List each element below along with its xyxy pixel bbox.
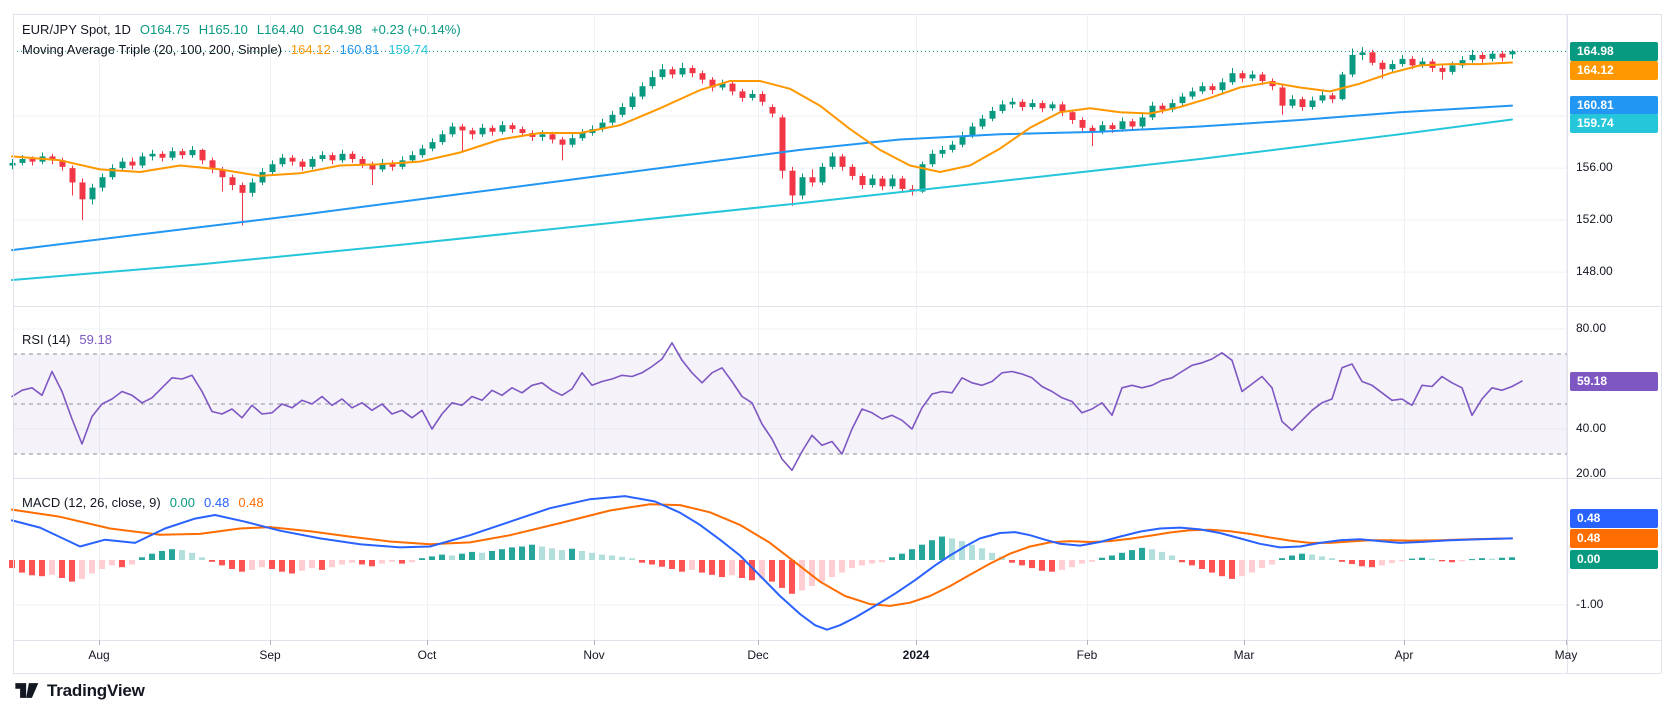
tradingview-logo-icon	[15, 683, 39, 698]
ma20-line[interactable]	[11, 61, 1513, 177]
price-axis-label: -1.00	[1576, 597, 1604, 611]
price-axis-label: 80.00	[1576, 321, 1607, 335]
ma20-value: 164.12	[290, 42, 331, 57]
price-axis-label: 152.00	[1576, 212, 1613, 226]
ohlc-open: O164.75	[139, 22, 190, 37]
price-tag-0.00: 0.00	[1570, 549, 1658, 569]
macd-legend-title: MACD (12, 26, close, 9)	[22, 495, 161, 510]
time-axis-ticks	[99, 640, 1567, 645]
price-axis-label: 156.00	[1576, 160, 1613, 174]
macd-histogram[interactable]	[9, 536, 1515, 594]
symbol-title: EUR/JPY Spot, 1D	[22, 22, 131, 37]
ohlc-low: L164.40	[256, 22, 304, 37]
rsi-dashed-levels	[13, 353, 1567, 455]
macd-lines	[11, 495, 1513, 631]
price-tag-164.12: 164.12	[1570, 60, 1658, 80]
rsi-line[interactable]	[11, 342, 1523, 472]
panel-borders	[13, 14, 1662, 674]
price-change: +0.23 (+0.14%)	[371, 22, 461, 37]
month-label-Apr: Apr	[1394, 648, 1414, 662]
month-label-Aug: Aug	[88, 648, 110, 662]
month-label-Sep: Sep	[259, 648, 281, 662]
vertical-gridlines	[99, 14, 1567, 640]
price-tag-159.74: 159.74	[1570, 113, 1658, 133]
price-tag-59.18: 59.18	[1570, 371, 1658, 391]
rsi-value: 59.18	[79, 332, 112, 347]
month-label-Dec: Dec	[747, 648, 769, 662]
macd-signal-value: 0.48	[238, 495, 264, 510]
macd-legend[interactable]: MACD (12, 26, close, 9) 0.00 0.48 0.48	[22, 495, 273, 510]
symbol-legend[interactable]: EUR/JPY Spot, 1D O164.75 H165.10 L164.40 C16…	[22, 22, 470, 37]
month-label-2024: 2024	[902, 648, 930, 662]
macd-main-line[interactable]	[11, 495, 1513, 631]
month-label-Mar: Mar	[1233, 648, 1255, 662]
price-axis-label: 20.00	[1576, 466, 1607, 480]
ma100-line[interactable]	[11, 104, 1513, 252]
price-axis-label: 40.00	[1576, 421, 1607, 435]
price-tag-160.81: 160.81	[1570, 95, 1658, 115]
price-axis-label: 148.00	[1576, 264, 1613, 278]
month-label-Feb: Feb	[1076, 648, 1098, 662]
ohlc-close: C164.98	[312, 22, 363, 37]
ma200-value: 159.74	[388, 42, 429, 57]
tradingview-logo-text: TradingView	[47, 680, 145, 700]
macd-hist-value: 0.00	[169, 495, 196, 510]
rsi-plot	[11, 342, 1523, 472]
horizontal-gridlines	[13, 115, 1567, 606]
month-label-Nov: Nov	[583, 648, 605, 662]
tradingview-logo[interactable]: TradingView	[14, 680, 145, 701]
month-label-Oct: Oct	[417, 648, 437, 662]
moving-averages	[11, 61, 1513, 281]
ma200-line[interactable]	[11, 118, 1513, 281]
month-label-May: May	[1554, 648, 1578, 662]
ohlc-high: H165.10	[198, 22, 248, 37]
price-tag-0.48: 0.48	[1570, 508, 1658, 528]
rsi-legend-title: RSI (14)	[22, 332, 71, 347]
ma-legend[interactable]: Moving Average Triple (20, 100, 200, Sim…	[22, 42, 437, 57]
rsi-legend[interactable]: RSI (14) 59.18	[22, 332, 121, 347]
ma100-value: 160.81	[339, 42, 380, 57]
macd-signal-line[interactable]	[11, 503, 1513, 607]
macd-line-value: 0.48	[204, 495, 230, 510]
price-tag-0.48: 0.48	[1570, 528, 1658, 548]
ma-legend-title: Moving Average Triple (20, 100, 200, Sim…	[22, 42, 282, 57]
price-tag-164.98: 164.98	[1570, 41, 1658, 61]
